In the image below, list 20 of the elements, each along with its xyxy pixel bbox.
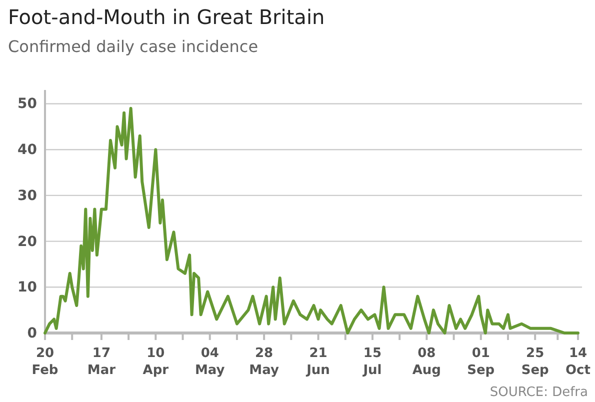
y-tick-label: 0: [27, 325, 38, 342]
y-tick-label: 50: [18, 96, 38, 112]
source-note: SOURCE: Defra: [490, 385, 588, 400]
x-tick-label: 10 Apr: [142, 346, 170, 378]
y-tick-label: 40: [18, 142, 38, 158]
y-tick-label: 20: [18, 234, 38, 250]
x-tick-label: 15 Jul: [362, 346, 382, 378]
y-tick-label: 30: [18, 188, 38, 204]
x-tick-label: 08 Aug: [412, 346, 441, 378]
x-tick-label: 01 Sep: [467, 346, 495, 378]
x-tick-label: 21 Jun: [306, 346, 330, 378]
x-tick-label: 28 May: [249, 346, 280, 378]
y-tick-label: 10: [18, 280, 38, 296]
x-tick-label: 25 Sep: [521, 346, 549, 378]
x-tick-label: 17 Mar: [87, 346, 116, 378]
chart-subtitle: Confirmed daily case incidence: [8, 37, 258, 56]
x-tick-label: 20 Feb: [32, 346, 58, 378]
x-tick-label: 14 Oct: [566, 346, 590, 378]
x-tick-label: 04 May: [194, 346, 226, 378]
chart-title: Foot-and-Mouth in Great Britain: [8, 5, 325, 29]
